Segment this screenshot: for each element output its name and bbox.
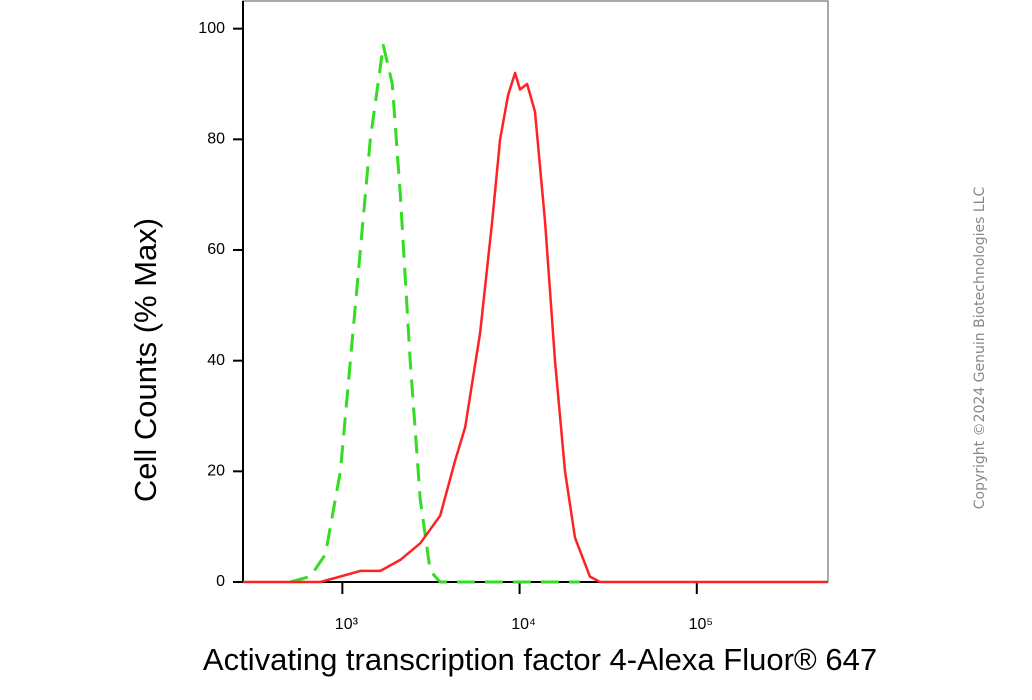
y-tick-label: 40 <box>207 352 225 369</box>
y-axis-title: Cell Counts (% Max) <box>128 218 163 502</box>
plot-frame <box>242 0 829 583</box>
histogram-line <box>290 43 580 584</box>
y-tick-label: 60 <box>207 241 225 258</box>
x-tick-label: 10⁵ <box>689 616 713 633</box>
x-axis-title: Activating transcription factor 4-Alexa … <box>203 642 877 677</box>
histogram-line <box>243 71 828 584</box>
y-tick-label: 80 <box>207 131 225 148</box>
copyright: Copyright ©2024 Genuin Biotechnologies L… <box>972 187 988 510</box>
x-tick-label: 10³ <box>335 616 359 633</box>
y-tick-label: 20 <box>207 463 225 480</box>
y-tick-label: 100 <box>198 20 225 37</box>
x-tick-label: 10⁴ <box>511 616 536 633</box>
y-tick-label: 0 <box>216 573 225 590</box>
